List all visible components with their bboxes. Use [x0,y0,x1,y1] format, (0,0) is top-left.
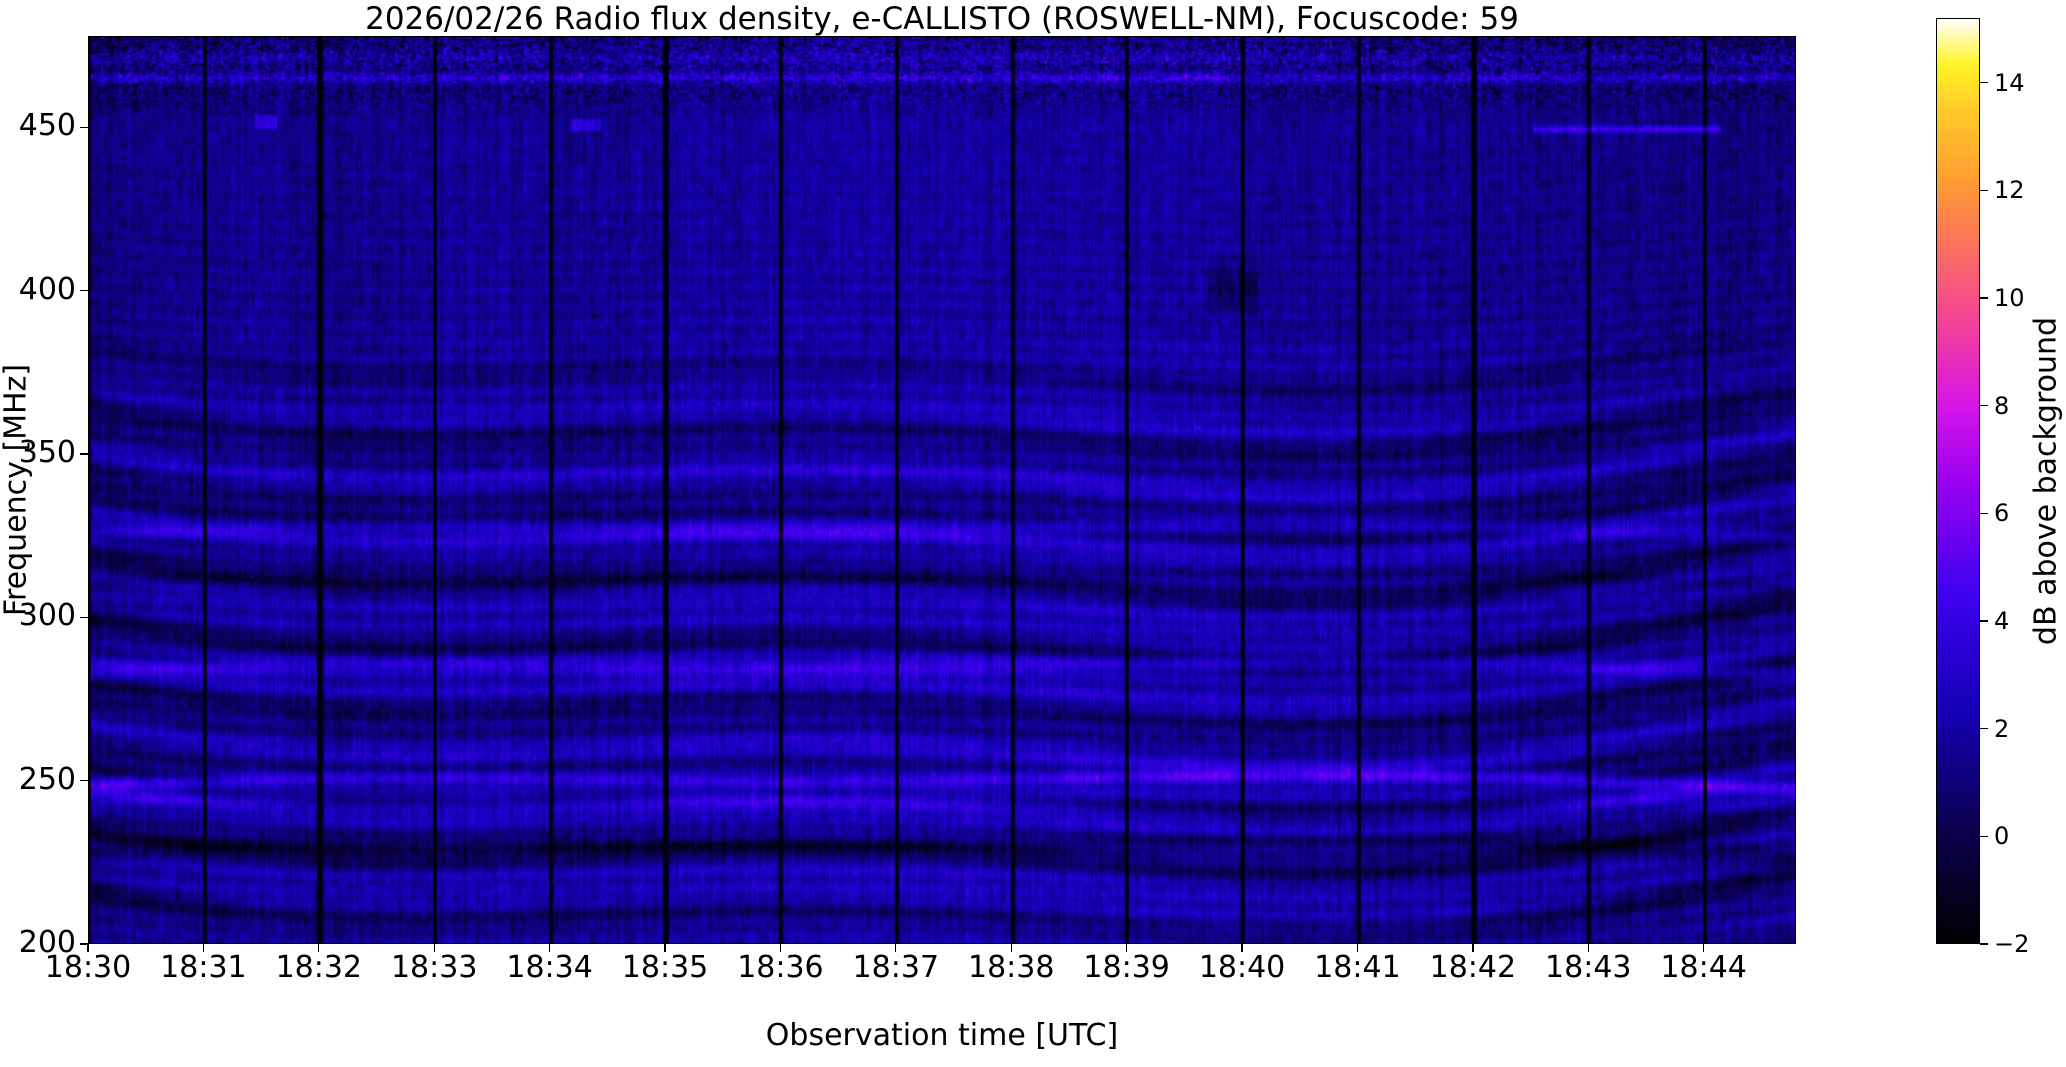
colorbar-tick-mark [1980,81,1988,84]
x-tick-label: 18:32 [275,950,363,985]
colorbar-tick-mark [1980,297,1988,299]
y-tick-mark [80,126,88,129]
x-tick-mark [1703,944,1705,952]
colorbar-tick-label: 10 [1994,283,2025,312]
x-tick-label: 18:34 [506,950,593,985]
x-tick-label: 18:41 [1314,950,1401,985]
spectrogram-heatmap [89,37,1795,943]
colorbar-tick-label: 6 [1994,499,2010,528]
x-tick-label: 18:36 [737,950,824,985]
x-tick-mark [202,944,205,952]
colorbar-tick-mark [1980,728,1988,730]
colorbar-tick-label: −2 [1994,930,2030,958]
colorbar-tick-mark [1980,943,1988,945]
colorbar-tick-mark [1980,835,1988,837]
y-tick-label: 450 [18,108,76,144]
y-tick-mark [80,616,88,619]
y-tick-label: 250 [18,761,76,797]
y-tick-mark [80,453,88,455]
x-tick-mark [895,944,897,952]
colorbar-tick-mark [1980,189,1988,191]
x-tick-label: 18:38 [968,950,1055,985]
x-tick-mark [1356,944,1359,952]
x-tick-label: 18:40 [1198,950,1286,985]
y-tick-label: 400 [18,271,76,307]
x-tick-mark [779,944,782,952]
y-tick-mark [80,780,88,782]
x-tick-mark [548,944,551,952]
x-tick-mark [433,944,435,952]
colorbar-tick-label: 8 [1994,391,2010,420]
x-tick-mark [87,944,89,952]
colorbar-tick-label: 12 [1994,176,2025,205]
colorbar-tick-label: 4 [1994,606,2010,635]
x-tick-mark [1010,944,1012,952]
y-tick-mark [80,943,88,945]
x-tick-label: 18:33 [390,950,478,985]
x-tick-label: 18:37 [852,950,940,985]
x-tick-mark [1587,944,1589,952]
colorbar-label: dB above background [2026,18,2066,944]
x-tick-label: 18:30 [44,950,132,985]
y-axis-label-text: Frequency [MHz] [0,363,34,617]
x-tick-label: 18:43 [1545,950,1632,985]
x-tick-label: 18:44 [1660,950,1747,985]
y-tick-label: 200 [18,925,76,960]
x-tick-label: 18:31 [160,950,247,985]
colorbar-tick-label: 14 [1994,68,2025,97]
x-tick-mark [318,944,320,952]
colorbar [1936,18,1980,944]
spectrogram-axes [88,36,1796,944]
colorbar-label-text: dB above background [2028,316,2064,646]
y-tick-mark [80,290,88,292]
x-tick-mark [1472,944,1474,952]
x-tick-label: 18:42 [1429,950,1517,985]
x-tick-mark [1125,944,1128,952]
x-tick-mark [664,944,666,952]
colorbar-tick-mark [1980,512,1988,514]
colorbar-tick-mark [1980,404,1988,407]
x-tick-label: 18:35 [621,950,709,985]
y-tick-label: 300 [18,598,76,634]
x-tick-label: 18:39 [1083,950,1170,985]
y-tick-label: 350 [18,435,76,471]
y-axis-label: Frequency [MHz] [0,36,34,944]
x-axis-label: Observation time [UTC] [765,1018,1119,1053]
colorbar-tick-label: 2 [1994,714,2010,743]
figure-title: 2026/02/26 Radio flux density, e-CALLIST… [365,1,1519,37]
colorbar-tick-mark [1980,620,1988,622]
colorbar-gradient [1937,19,1979,943]
x-tick-mark [1241,944,1243,952]
colorbar-tick-label: 0 [1994,822,2010,851]
